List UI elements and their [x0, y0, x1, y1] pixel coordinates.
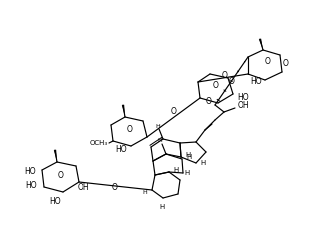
- Text: H: H: [142, 189, 147, 194]
- Text: H: H: [186, 154, 191, 160]
- Text: O: O: [171, 107, 177, 117]
- Text: O: O: [265, 58, 271, 66]
- Text: H: H: [200, 160, 205, 166]
- Polygon shape: [259, 39, 263, 50]
- Text: H: H: [173, 167, 178, 173]
- Text: O: O: [112, 183, 118, 191]
- Text: H: H: [159, 204, 165, 210]
- Polygon shape: [54, 150, 57, 162]
- Text: HO: HO: [115, 146, 127, 155]
- Text: H: H: [158, 138, 162, 144]
- Text: H: H: [184, 170, 189, 176]
- Polygon shape: [122, 105, 125, 117]
- Text: OH: OH: [78, 184, 90, 192]
- Text: O: O: [127, 124, 133, 133]
- Text: O: O: [229, 77, 235, 87]
- Text: H: H: [185, 152, 190, 158]
- Text: O: O: [206, 97, 212, 106]
- Text: O: O: [283, 59, 289, 67]
- Text: HO: HO: [25, 181, 37, 189]
- Text: OCH₃: OCH₃: [90, 140, 108, 146]
- Text: H: H: [156, 124, 160, 128]
- Text: OH: OH: [238, 101, 250, 111]
- Text: HO: HO: [49, 197, 61, 207]
- Text: HO: HO: [237, 93, 249, 101]
- Text: HO: HO: [250, 77, 262, 87]
- Text: O: O: [213, 82, 219, 91]
- Text: O: O: [58, 172, 64, 181]
- Text: O: O: [222, 71, 228, 81]
- Text: HO: HO: [24, 166, 36, 176]
